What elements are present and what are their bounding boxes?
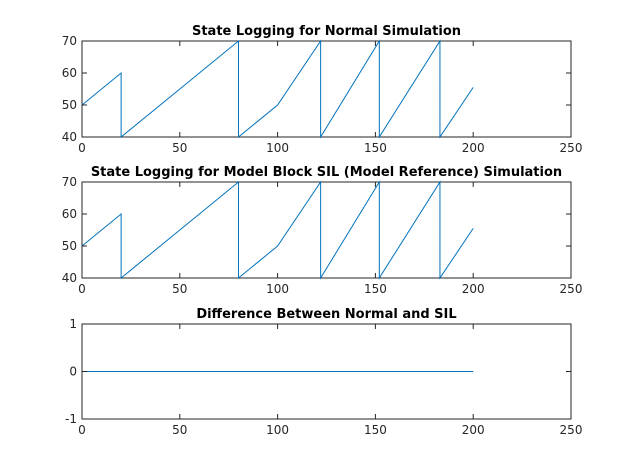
x-tick-label: 100 — [266, 423, 289, 437]
y-tick-label: 70 — [62, 34, 77, 48]
axes-box-normal — [81, 40, 572, 138]
chart-title-sil: State Logging for Model Block SIL (Model… — [91, 165, 562, 180]
chart-title-normal: State Logging for Normal Simulation — [192, 24, 461, 39]
series-line-sil — [81, 180, 474, 280]
x-tick-label: 100 — [266, 282, 289, 296]
x-tick-label: 200 — [462, 141, 485, 155]
series-line-normal — [81, 39, 474, 139]
y-tick-label: -1 — [65, 412, 77, 426]
x-tick-label: 100 — [266, 141, 289, 155]
y-tick-label: 40 — [62, 130, 77, 144]
y-tick-label: 50 — [62, 98, 77, 112]
x-tick-label: 150 — [364, 282, 387, 296]
x-tick-label: 250 — [560, 282, 583, 296]
y-tick-label: 0 — [69, 365, 77, 379]
x-tick-label: 150 — [364, 141, 387, 155]
x-tick-label: 250 — [560, 141, 583, 155]
y-tick-label: 50 — [62, 239, 77, 253]
subplot-sil-simulation: 0 50 100 150 200 250 40 50 60 70 State Logging for… — [62, 165, 583, 296]
y-tick-label: 60 — [62, 207, 77, 221]
chart-title-difference: Difference Between Normal and SIL — [196, 307, 456, 322]
x-tick-label: 50 — [172, 141, 187, 155]
y-tick-label: 40 — [62, 271, 77, 285]
x-tick-label: 250 — [560, 423, 583, 437]
x-tick-label: 0 — [78, 141, 86, 155]
x-tick-label: 150 — [364, 423, 387, 437]
y-tick-label: 60 — [62, 66, 77, 80]
axes-box-sil — [81, 181, 572, 279]
y-tick-label: 70 — [62, 175, 77, 189]
x-tick-label: 0 — [78, 423, 86, 437]
x-tick-label: 200 — [462, 423, 485, 437]
subplot-normal-simulation: 0 50 100 150 200 250 40 50 60 70 State Logging for… — [62, 24, 583, 155]
x-tick-label: 50 — [172, 282, 187, 296]
x-tick-label: 0 — [78, 282, 86, 296]
x-tick-label: 200 — [462, 282, 485, 296]
y-tick-label: 1 — [69, 317, 77, 331]
x-tick-label: 50 — [172, 423, 187, 437]
